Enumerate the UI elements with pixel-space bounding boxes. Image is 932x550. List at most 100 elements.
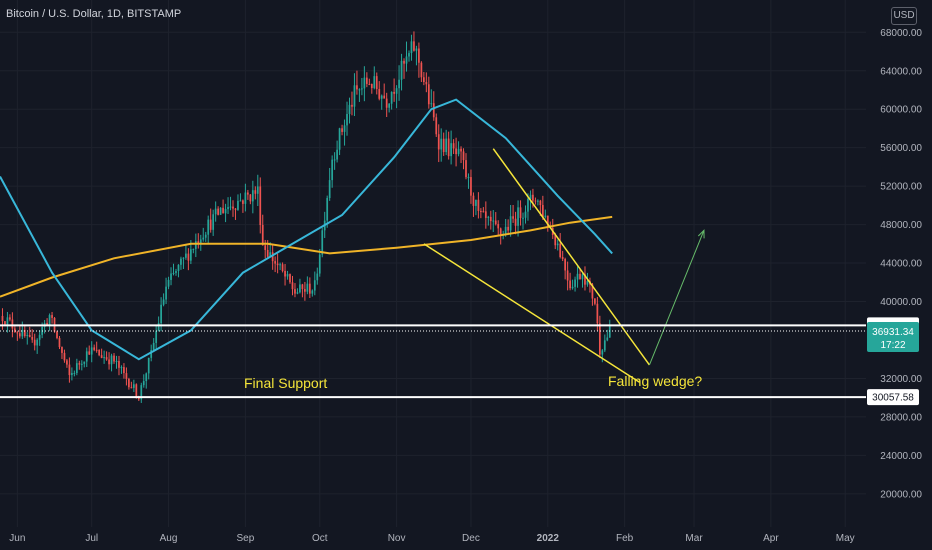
candle-body — [259, 186, 262, 226]
candle-body — [135, 384, 138, 397]
candle-body — [105, 357, 108, 360]
price-tick-label: 24000.00 — [880, 451, 922, 462]
falling-wedge-annotation: Falling wedge? — [608, 373, 702, 389]
candle-body — [494, 220, 497, 225]
candle-body — [395, 88, 398, 94]
candle-body — [331, 159, 334, 181]
candle-body — [182, 257, 185, 259]
candle-body — [311, 290, 314, 294]
candle-body — [608, 326, 611, 338]
candle-body — [185, 253, 187, 258]
candle-body — [368, 83, 371, 85]
candle-body — [142, 381, 145, 386]
candle-body — [410, 41, 413, 54]
candle-body — [192, 248, 195, 250]
candle-body — [318, 254, 321, 274]
candle-body — [281, 264, 284, 271]
candle-body — [204, 234, 207, 238]
candle-body — [88, 351, 91, 355]
symbol-title: Bitcoin / U.S. Dollar, 1D, BITSTAMP — [6, 8, 182, 20]
ma-slow-line — [0, 215, 613, 298]
candle-body — [432, 103, 435, 118]
candle-body — [66, 360, 68, 365]
candle-body — [103, 357, 105, 359]
candle-body — [393, 91, 395, 94]
candle-body — [132, 384, 135, 388]
candle-body — [596, 303, 599, 324]
time-tick-label: May — [836, 533, 855, 544]
candle-body — [276, 263, 279, 266]
moving-averages — [0, 98, 613, 361]
candle-body — [440, 138, 443, 150]
candle-body — [180, 258, 182, 265]
candle-body — [437, 134, 440, 150]
candle-body — [4, 321, 6, 325]
candle-body — [61, 347, 63, 353]
candle-body — [232, 206, 234, 209]
candle-body — [279, 264, 281, 266]
price-tick-label: 20000.00 — [880, 489, 922, 500]
candle-body — [601, 350, 604, 355]
candle-body — [606, 337, 609, 341]
time-tick-label: Apr — [763, 533, 779, 544]
currency-button[interactable]: USD — [891, 7, 917, 25]
candle-body — [18, 333, 21, 337]
candle-body — [390, 91, 393, 104]
candle-body — [450, 143, 452, 157]
candle-body — [239, 200, 242, 202]
price-tick-label: 68000.00 — [880, 28, 922, 39]
candle-body — [162, 299, 165, 305]
candle-body — [36, 339, 39, 346]
candle-body — [120, 367, 123, 369]
candle-body — [207, 219, 210, 235]
candle-body — [388, 103, 391, 108]
candle-body — [509, 216, 512, 231]
price-tick-label: 56000.00 — [880, 143, 922, 154]
final-support-annotation: Final Support — [244, 375, 327, 391]
candle-body — [512, 216, 514, 219]
candle-body — [16, 332, 19, 334]
candle-body — [130, 387, 133, 389]
time-axis[interactable]: Jun Jul Aug Sep Oct Nov Dec 2022 Feb Mar Apr May — [9, 533, 854, 544]
candle-body — [172, 272, 175, 274]
candle-body — [234, 208, 237, 210]
current-price-countdown: 17:22 — [880, 340, 905, 351]
candle-body — [68, 364, 71, 376]
price-axis[interactable]: 68000.00 64000.00 60000.00 56000.00 52000.00… — [866, 0, 932, 550]
candle-body — [189, 249, 192, 261]
candle-body — [484, 211, 487, 218]
candle-body — [457, 148, 460, 155]
candle-body — [435, 117, 438, 135]
candle-body — [489, 216, 492, 222]
candle-body — [118, 361, 120, 368]
candle-body — [398, 79, 400, 89]
candle-body — [445, 138, 448, 153]
price-tick-label: 28000.00 — [880, 412, 922, 423]
candle-body — [566, 270, 569, 281]
candle-body — [603, 340, 606, 351]
candle-body — [358, 89, 361, 91]
candle-body — [507, 226, 510, 231]
candle-body — [299, 284, 301, 293]
candle-body — [308, 283, 311, 294]
candle-body — [581, 274, 584, 280]
candle-body — [328, 180, 331, 199]
level-price-tag — [867, 389, 919, 406]
candle-body — [244, 192, 247, 204]
candle-body — [78, 363, 81, 365]
candle-body — [541, 205, 544, 217]
candle-body — [343, 125, 346, 132]
candle-body — [48, 315, 51, 325]
candle-body — [291, 282, 294, 290]
candle-body — [271, 252, 274, 262]
grid-lines — [0, 0, 866, 527]
candle-body — [579, 273, 581, 280]
candle-body — [33, 339, 36, 346]
price-tick-label: 64000.00 — [880, 66, 922, 77]
candle-body — [385, 98, 388, 108]
candle-body — [351, 104, 353, 107]
candle-body — [427, 84, 430, 105]
candle-body — [177, 264, 180, 272]
candle-body — [197, 241, 200, 244]
